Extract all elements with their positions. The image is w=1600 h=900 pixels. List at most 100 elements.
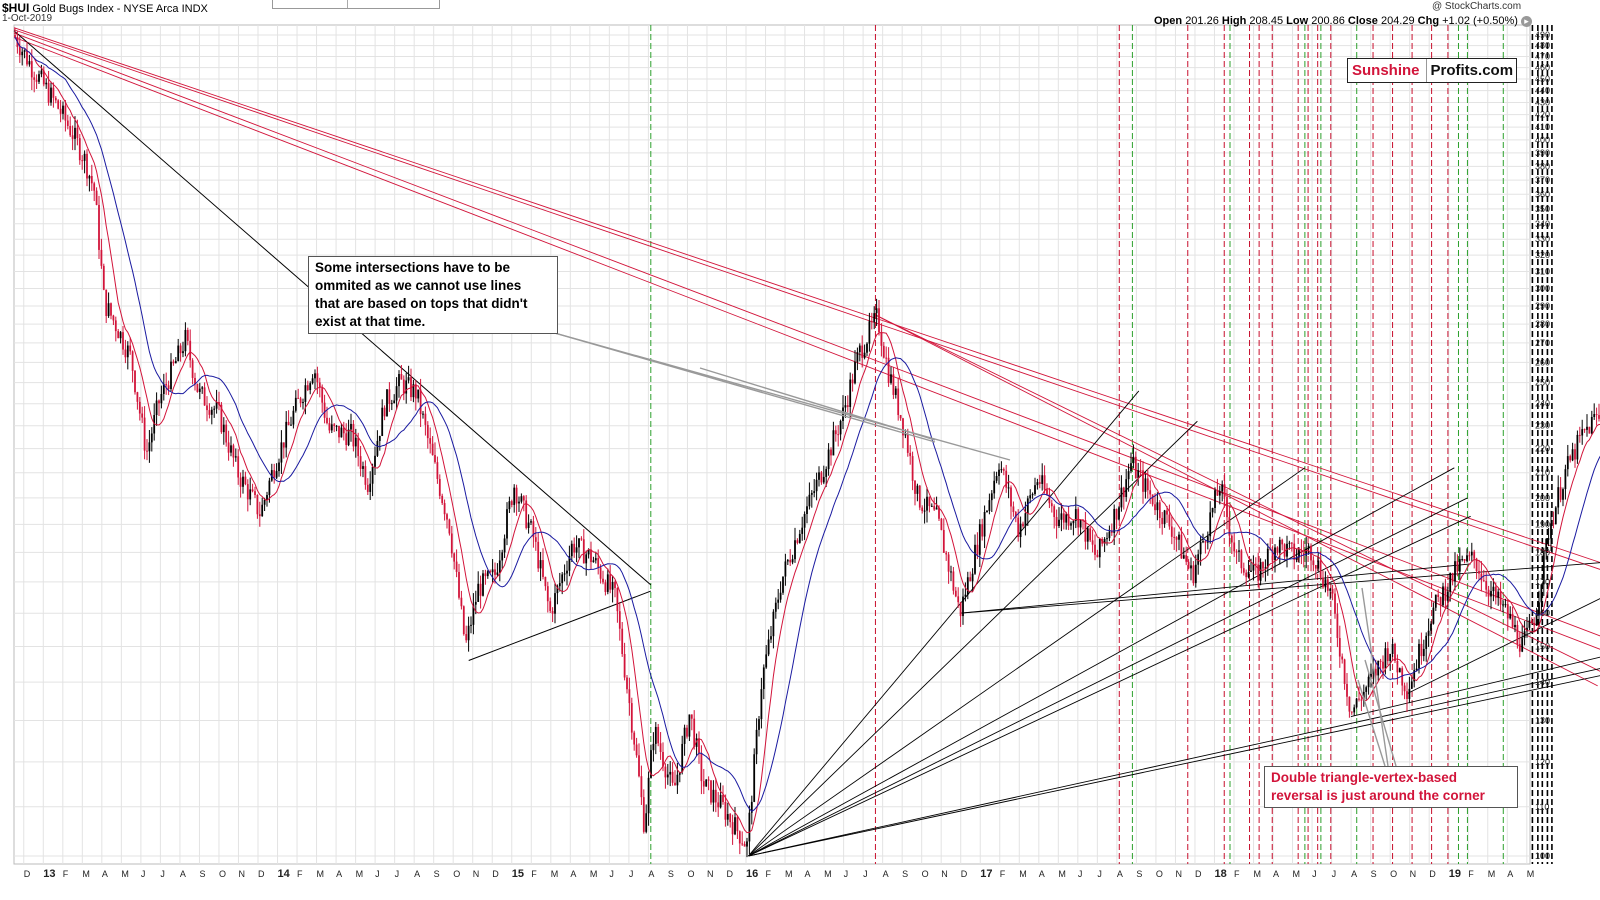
price-candle: [724, 801, 727, 820]
price-candle: [906, 434, 909, 453]
price-candle: [1240, 550, 1243, 569]
price-candle: [954, 590, 957, 597]
price-candle: [23, 50, 26, 52]
price-candle: [918, 485, 921, 508]
price-candle: [1134, 456, 1137, 479]
chg-label: Chg: [1417, 15, 1440, 27]
low-value: 200.86: [1311, 15, 1345, 27]
price-candle: [1288, 542, 1291, 544]
price-candle: [734, 817, 736, 835]
price-candle: [314, 373, 316, 379]
price-candle: [424, 413, 427, 425]
price-candle: [266, 495, 268, 500]
price-candle: [155, 400, 158, 416]
price-candle: [1379, 660, 1382, 662]
x-tick-label: J: [395, 869, 400, 879]
price-candle: [400, 374, 403, 380]
price-candle: [1358, 698, 1360, 700]
price-candle: [1386, 648, 1389, 662]
x-tick-label: N: [1175, 869, 1182, 879]
price-candle: [1110, 531, 1113, 533]
x-tick-label: M: [785, 869, 793, 879]
price-candle: [863, 352, 866, 358]
price-candle: [278, 462, 280, 472]
y-tick-label: 160: [1535, 608, 1550, 618]
price-candle: [54, 97, 57, 101]
y-tick-label: 250: [1535, 378, 1550, 388]
fan-line: [748, 467, 1455, 857]
price-candle: [122, 332, 124, 350]
y-tick-label: 410: [1535, 122, 1550, 132]
price-candle: [215, 401, 218, 409]
price-candle: [1521, 637, 1524, 652]
price-candle: [1506, 604, 1509, 619]
price-candle: [460, 597, 463, 607]
price-candle: [143, 417, 146, 451]
price-candle: [1226, 496, 1228, 518]
price-candle: [1590, 416, 1593, 434]
price-candle: [652, 743, 655, 751]
price-candle: [477, 583, 480, 602]
price-candle: [419, 389, 422, 415]
price-candle: [297, 397, 300, 399]
price-candle: [1497, 591, 1500, 598]
price-candle: [1406, 691, 1408, 699]
price-candle: [458, 571, 460, 598]
price-candle: [71, 135, 74, 139]
price-candle: [462, 606, 465, 635]
grid: [14, 25, 1530, 864]
price-candle: [141, 413, 144, 418]
price-candle: [407, 377, 410, 381]
x-tick-label: J: [1312, 869, 1317, 879]
x-tick-label: 14: [278, 868, 291, 880]
x-tick-label: J: [844, 869, 849, 879]
price-candle: [1415, 668, 1418, 671]
price-candle: [830, 449, 832, 456]
price-candle: [1377, 660, 1380, 676]
price-candle: [1084, 520, 1087, 542]
price-candle: [760, 689, 763, 720]
annotation-line: exist at that time.: [315, 314, 426, 329]
price-candle: [1394, 643, 1396, 661]
price-candle: [695, 738, 698, 747]
price-candle: [803, 514, 806, 528]
price-candle: [887, 357, 890, 383]
price-candle: [729, 814, 732, 823]
price-candle: [330, 424, 333, 431]
price-candle: [88, 175, 91, 179]
price-candle: [957, 596, 960, 603]
price-candle: [611, 581, 614, 590]
price-candle: [1108, 531, 1111, 539]
y-tick-label: 320: [1535, 250, 1550, 260]
price-candle: [1233, 542, 1236, 552]
x-tick-label: A: [1351, 869, 1357, 879]
price-candle: [633, 732, 636, 745]
price-candle: [928, 496, 931, 507]
annotation-line: ommited as we cannot use lines: [315, 278, 522, 293]
chevron-right-icon[interactable]: ▸: [1521, 16, 1533, 27]
price-candle: [1516, 624, 1519, 645]
price-candle: [899, 415, 902, 419]
price-candle: [1346, 683, 1348, 697]
callout-pointer: [1361, 587, 1389, 767]
price-candle: [693, 718, 696, 747]
price-candle: [1113, 508, 1116, 533]
price-candle: [455, 561, 458, 572]
y-tick-label: 180: [1535, 547, 1550, 557]
price-candle: [705, 779, 708, 787]
price-candle: [479, 583, 482, 596]
price-candle: [1319, 560, 1322, 578]
x-tick-label: F: [1000, 869, 1006, 879]
price-candle: [645, 813, 648, 832]
price-candle: [774, 602, 777, 612]
price-candle: [935, 507, 938, 510]
x-tick-label: S: [199, 869, 205, 879]
price-candle: [681, 743, 684, 772]
price-candle: [700, 752, 703, 782]
price-candle: [626, 677, 628, 690]
price-candle: [974, 544, 976, 574]
price-candle: [820, 472, 823, 483]
price-candle: [1187, 561, 1190, 569]
price-candle: [1326, 579, 1329, 591]
